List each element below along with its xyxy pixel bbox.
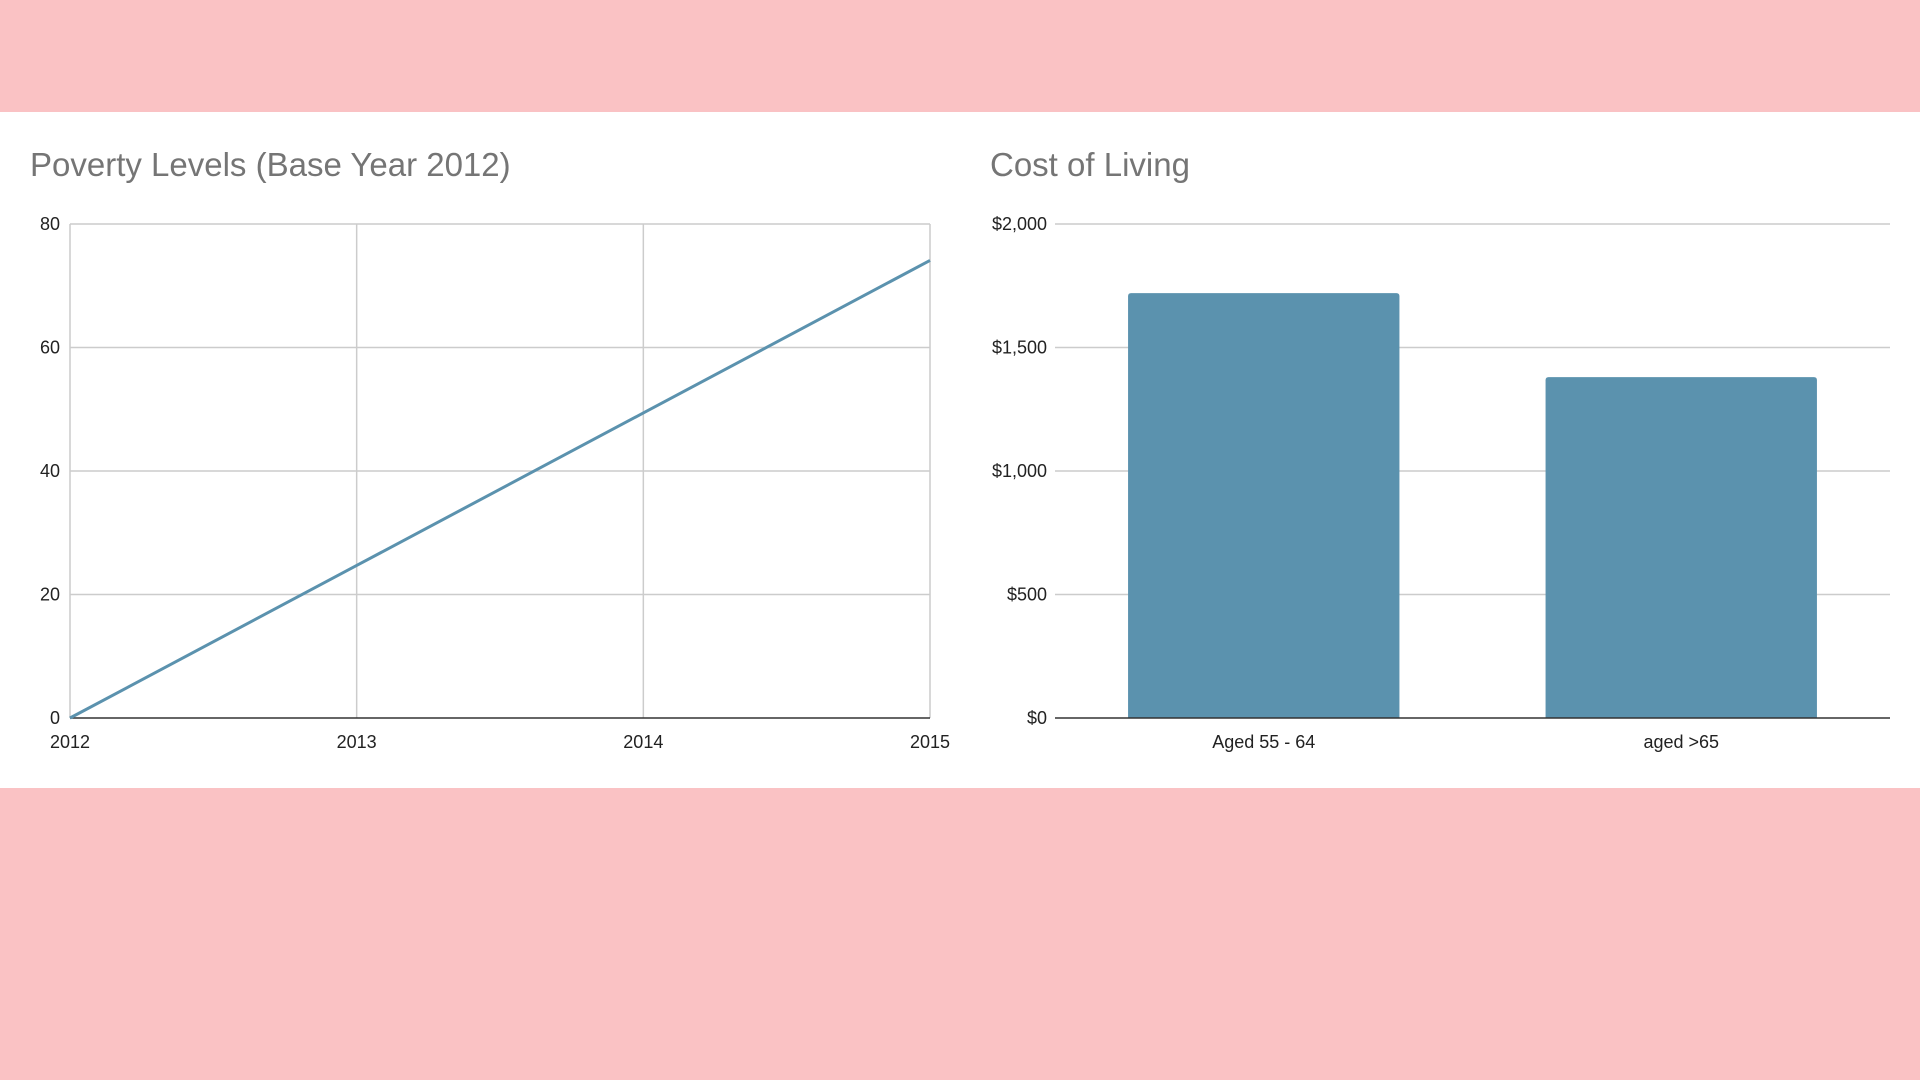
line-y-tick-label: 0 bbox=[50, 708, 60, 728]
line-y-tick-label: 20 bbox=[40, 585, 60, 605]
poverty-line-chart: 0 20 40 60 80 2012 2013 2014 2015 bbox=[40, 214, 950, 752]
bar-y-tick-label: $2,000 bbox=[992, 214, 1047, 234]
line-x-tick-label: 2013 bbox=[337, 732, 377, 752]
bar-y-tick-label: $0 bbox=[1027, 708, 1047, 728]
cost-chart-title: Cost of Living bbox=[990, 146, 1190, 183]
bar-y-tick-label: $1,500 bbox=[992, 338, 1047, 358]
bar-y-tick-label: $500 bbox=[1007, 585, 1047, 605]
bar-category-label: Aged 55 - 64 bbox=[1212, 732, 1315, 752]
cost-bar bbox=[1545, 377, 1817, 718]
cost-bar bbox=[1128, 293, 1400, 718]
line-x-tick-label: 2014 bbox=[623, 732, 663, 752]
charts-svg: 0 20 40 60 80 2012 2013 2014 2015 $0 $500 $1,000 $1… bbox=[40, 214, 1890, 752]
cost-bar-chart: $0 $500 $1,000 $1,500 $2,000 Aged 55 - 64 aged… bbox=[992, 214, 1890, 752]
charts-panel: Poverty Levels (Base Year 2012) Cost of … bbox=[0, 112, 1920, 788]
line-y-tick-label: 60 bbox=[40, 338, 60, 358]
bar-y-tick-label: $1,000 bbox=[992, 461, 1047, 481]
poverty-chart-title: Poverty Levels (Base Year 2012) bbox=[30, 146, 511, 183]
bar-category-label: aged >65 bbox=[1643, 732, 1719, 752]
line-y-tick-label: 80 bbox=[40, 214, 60, 234]
line-y-tick-label: 40 bbox=[40, 461, 60, 481]
line-x-tick-label: 2012 bbox=[50, 732, 90, 752]
line-x-tick-label: 2015 bbox=[910, 732, 950, 752]
poverty-series-line bbox=[69, 259, 931, 720]
